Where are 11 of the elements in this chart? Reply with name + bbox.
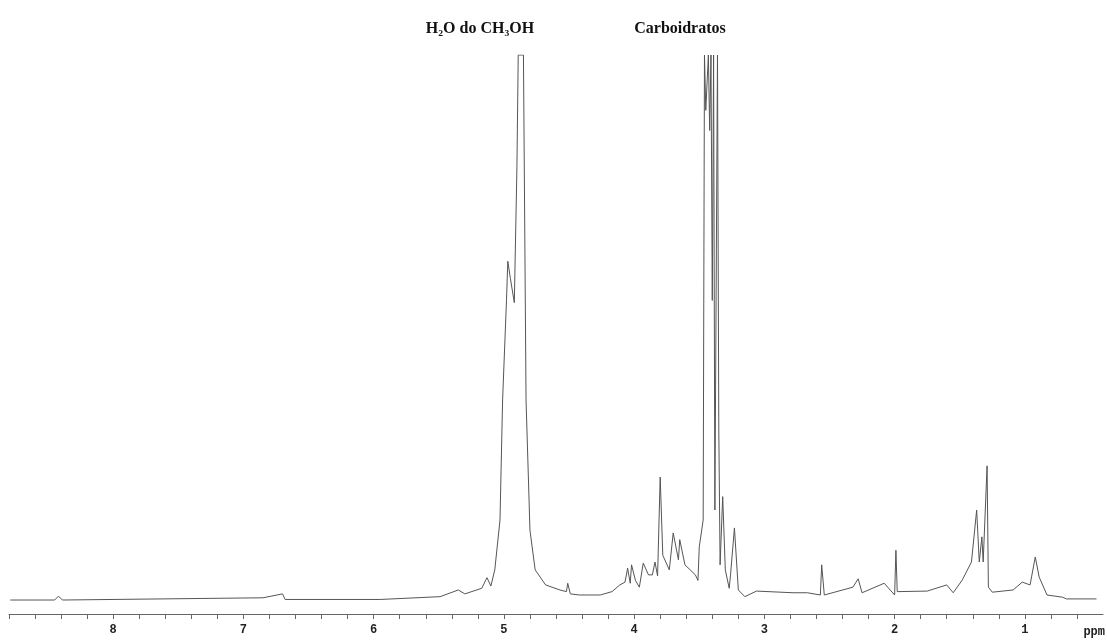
x-tick-label: 4 [630,623,638,637]
x-tick-label: 6 [370,623,378,637]
x-tick-label: 1 [1021,623,1029,637]
x-tick-label: 3 [760,623,768,637]
x-tick-label: 7 [239,623,248,637]
x-tick-label: 2 [891,623,899,637]
x-tick-label: 8 [109,623,117,637]
text: H₂O do CH₃OH [425,18,535,36]
x-axis-title: ppm [1083,625,1106,639]
x-tick-label: 5 [500,623,508,637]
text: Carboidratos [634,18,726,36]
